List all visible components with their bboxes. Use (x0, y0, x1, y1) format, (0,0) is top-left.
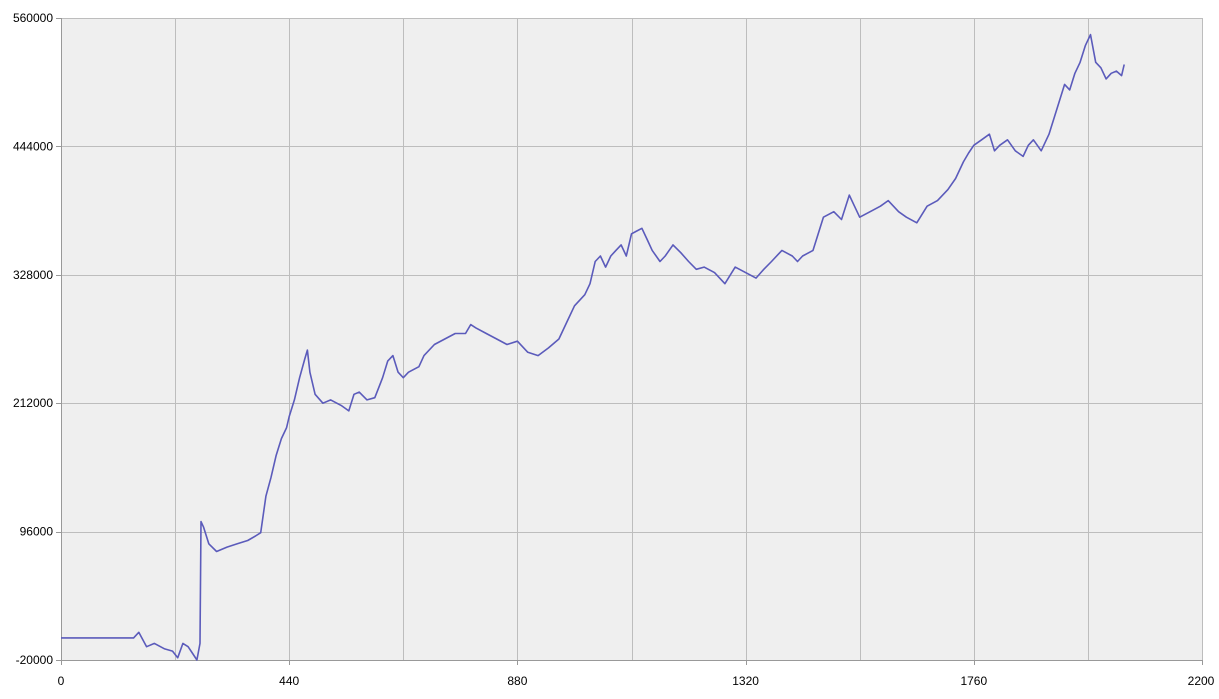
x-tick-label: 1760 (960, 674, 987, 688)
y-tick-label: 212000 (13, 396, 53, 410)
y-tick-label: 328000 (13, 268, 53, 282)
series-line (61, 33, 1125, 661)
y-tick-label: -20000 (16, 653, 54, 667)
y-tick-label: 560000 (13, 11, 53, 25)
axes (56, 18, 1202, 665)
x-tick-label: 1320 (732, 674, 759, 688)
y-tick-label: 444000 (13, 139, 53, 153)
x-tick-label: 0 (58, 674, 65, 688)
x-tick-label: 880 (507, 674, 527, 688)
x-tick-label: 2200 (1188, 674, 1215, 688)
plot-area (61, 18, 1202, 660)
x-tick-label: 440 (279, 674, 299, 688)
x-axis-ticks: 0 440 880 1320 1760 2200 (58, 660, 1215, 688)
y-tick-label: 96000 (20, 525, 54, 539)
y-axis-ticks: -20000 96000 212000 328000 444000 560000 (13, 11, 61, 667)
